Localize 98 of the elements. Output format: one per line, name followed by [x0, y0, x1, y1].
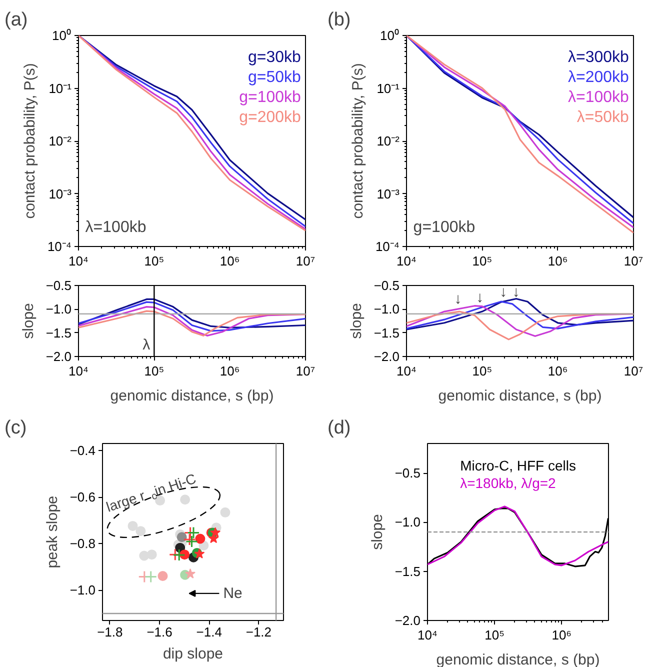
x-tick-label: 10⁶ — [552, 628, 572, 642]
y-tick-label: −0.5 — [374, 278, 400, 293]
chart-title: (b) — [328, 10, 351, 30]
x-tick-label: −1.4 — [196, 624, 222, 640]
y-tick-label: 10⁻² — [48, 134, 72, 148]
point — [220, 507, 230, 518]
point — [128, 520, 138, 531]
y-tick-label: −1.0 — [374, 302, 400, 317]
chart-title: (d) — [328, 418, 351, 438]
y-axis-title: contact probability, P(s) — [349, 63, 366, 219]
ref-line-label: λ — [142, 336, 151, 354]
y-tick-label: −2.0 — [394, 613, 421, 628]
x-tick-label: 10⁵ — [472, 254, 492, 268]
y-tick-label: 10⁻³ — [48, 186, 72, 202]
x-tick-label: 10⁷ — [296, 364, 316, 378]
y-tick-label: −0.4 — [70, 442, 96, 458]
y-tick-label: 10⁻² — [376, 134, 400, 148]
x-tick-label: 10⁶ — [548, 254, 568, 268]
x-axis-title: dip slope — [162, 646, 224, 662]
x-tick-label: 10⁴ — [68, 364, 89, 378]
y-tick-label: −2.0 — [46, 349, 72, 364]
point — [180, 494, 190, 505]
annotation: Ne — [223, 584, 242, 602]
chart-title: (c) — [4, 418, 27, 438]
y-tick-label: −1.5 — [394, 564, 421, 579]
annotation: g=100kb — [413, 218, 476, 236]
point — [187, 526, 200, 539]
text: λ=300kb — [568, 49, 630, 66]
x-tick-label: 10⁴ — [396, 364, 417, 378]
x-tick-label: 10⁴ — [417, 628, 438, 642]
y-axis-title: slope — [348, 303, 365, 339]
y-tick-label: −2.0 — [374, 349, 400, 364]
y-tick-label: −1.0 — [70, 582, 96, 598]
y-tick-label: −0.5 — [394, 466, 421, 480]
y-tick-label: −0.8 — [70, 536, 96, 552]
y-axis-title: slope — [20, 303, 37, 339]
x-tick-label: 10⁵ — [472, 364, 492, 378]
legend-label: Micro-C, HFF cells — [460, 458, 576, 474]
annotation: large rc in Hi-C — [104, 470, 198, 515]
y-tick-label: −1.0 — [46, 302, 72, 317]
text: g=50kb — [248, 69, 302, 86]
x-tick-label: 10⁵ — [484, 628, 504, 642]
y-tick-label: 10⁻³ — [376, 186, 400, 202]
y-axis-title: contact probability, P(s) — [21, 63, 38, 219]
x-tick-label: 10⁷ — [624, 254, 644, 268]
x-tick-label: 10⁷ — [624, 364, 644, 378]
annotation: ↓ — [454, 290, 462, 308]
x-tick-label: 10⁶ — [548, 364, 568, 378]
point — [136, 526, 146, 536]
x-tick-label: 10⁶ — [220, 254, 240, 268]
annotation: ↓ — [500, 283, 508, 300]
y-tick-label: −1.5 — [46, 325, 72, 340]
y-tick-label: 10⁰ — [52, 28, 72, 43]
chart-title: (a) — [4, 10, 28, 30]
y-axis-title: slope — [368, 514, 386, 550]
text: g=100kb — [239, 89, 302, 106]
x-tick-label: 10⁴ — [68, 254, 89, 268]
point — [208, 533, 219, 544]
point — [158, 571, 168, 582]
point — [194, 548, 205, 558]
y-tick-label: 10⁻⁴ — [375, 239, 400, 254]
y-tick-label: 10⁻⁴ — [47, 239, 72, 254]
text: λ=100kb — [568, 89, 630, 106]
x-axis-title: genomic distance, s (bp) — [438, 388, 602, 404]
y-axis-title: peak slope — [44, 496, 61, 568]
y-tick-label: 10⁻¹ — [48, 80, 72, 96]
x-tick-label: 10⁷ — [296, 254, 316, 268]
y-tick-label: −0.5 — [46, 278, 72, 293]
x-tick-label: 10⁵ — [144, 254, 164, 268]
point — [146, 550, 157, 560]
x-tick-label: −1.6 — [146, 624, 172, 640]
y-tick-label: −0.6 — [70, 490, 96, 505]
y-tick-label: −1.5 — [374, 325, 400, 340]
point — [168, 548, 182, 561]
point — [186, 535, 198, 548]
point — [176, 532, 187, 542]
x-tick-label: 10⁴ — [396, 254, 417, 268]
point — [172, 548, 186, 562]
x-tick-label: 10⁶ — [220, 364, 240, 378]
text: λ=200kb — [568, 69, 630, 86]
y-tick-label: −1.0 — [394, 514, 421, 530]
text: g=30kb — [248, 49, 302, 66]
point — [144, 570, 158, 583]
text: λ=50kb — [576, 109, 630, 126]
y-tick-label: 10⁻¹ — [376, 80, 400, 96]
point — [183, 533, 196, 546]
text: g=200kb — [239, 109, 302, 126]
x-tick-label: −1.2 — [246, 624, 272, 640]
point — [195, 534, 206, 544]
annotation: λ=100kb — [85, 218, 146, 236]
annotation: ↓ — [476, 289, 484, 306]
x-tick-label: −1.8 — [97, 624, 123, 640]
series-label: λ=180kb, λ/g=2 — [460, 475, 556, 491]
y-tick-label: 10⁰ — [380, 28, 400, 43]
x-axis-title: genomic distance, s (bp) — [110, 388, 274, 404]
point — [185, 568, 196, 578]
annotation: ↓ — [512, 283, 520, 300]
x-tick-label: 10⁵ — [144, 364, 164, 378]
